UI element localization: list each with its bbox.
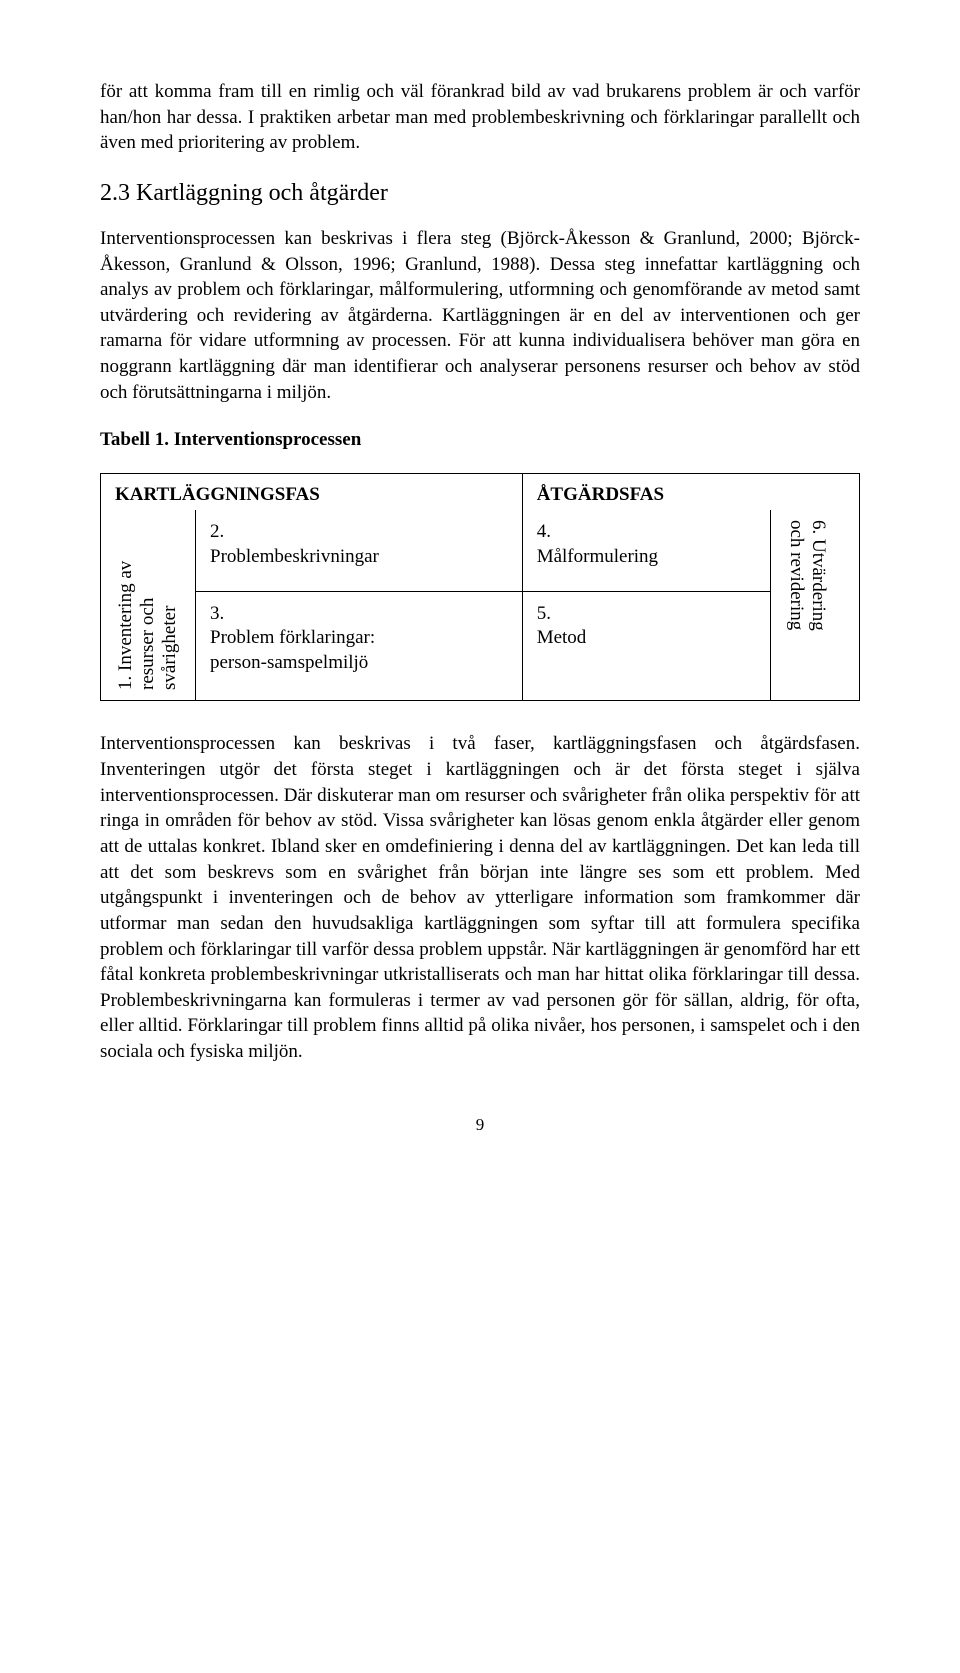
paragraph-3: Interventionsprocessen kan beskrivas i t… bbox=[100, 731, 860, 1064]
cell-3: 3. Problem förklaringar: person-samspelm… bbox=[210, 602, 508, 676]
page-number: 9 bbox=[100, 1115, 860, 1135]
phase2-header: ÅTGÄRDSFAS bbox=[537, 484, 664, 505]
phase1-header: KARTLÄGGNINGSFAS bbox=[115, 484, 320, 505]
paragraph-2: Interventionsprocessen kan beskrivas i f… bbox=[100, 226, 860, 405]
table-title: Tabell 1. Interventionsprocessen bbox=[100, 429, 860, 451]
cell-5: 5. Metod bbox=[537, 602, 756, 651]
paragraph-1: för att komma fram till en rimlig och vä… bbox=[100, 79, 860, 156]
heading-2-3: 2.3 Kartläggning och åtgärder bbox=[100, 180, 860, 207]
cell-2: 2. Problembeskrivningar bbox=[210, 520, 508, 569]
col6-vertical: 6. Utvärdering och revidering bbox=[785, 520, 829, 690]
process-table: KARTLÄGGNINGSFAS ÅTGÄRDSFAS 1. Inventeri… bbox=[100, 473, 860, 701]
col1-vertical: 1. Inventering av resurser och svårighet… bbox=[115, 520, 181, 690]
page-container: för att komma fram till en rimlig och vä… bbox=[0, 0, 960, 1195]
cell-4: 4. Målformulering bbox=[537, 520, 756, 569]
